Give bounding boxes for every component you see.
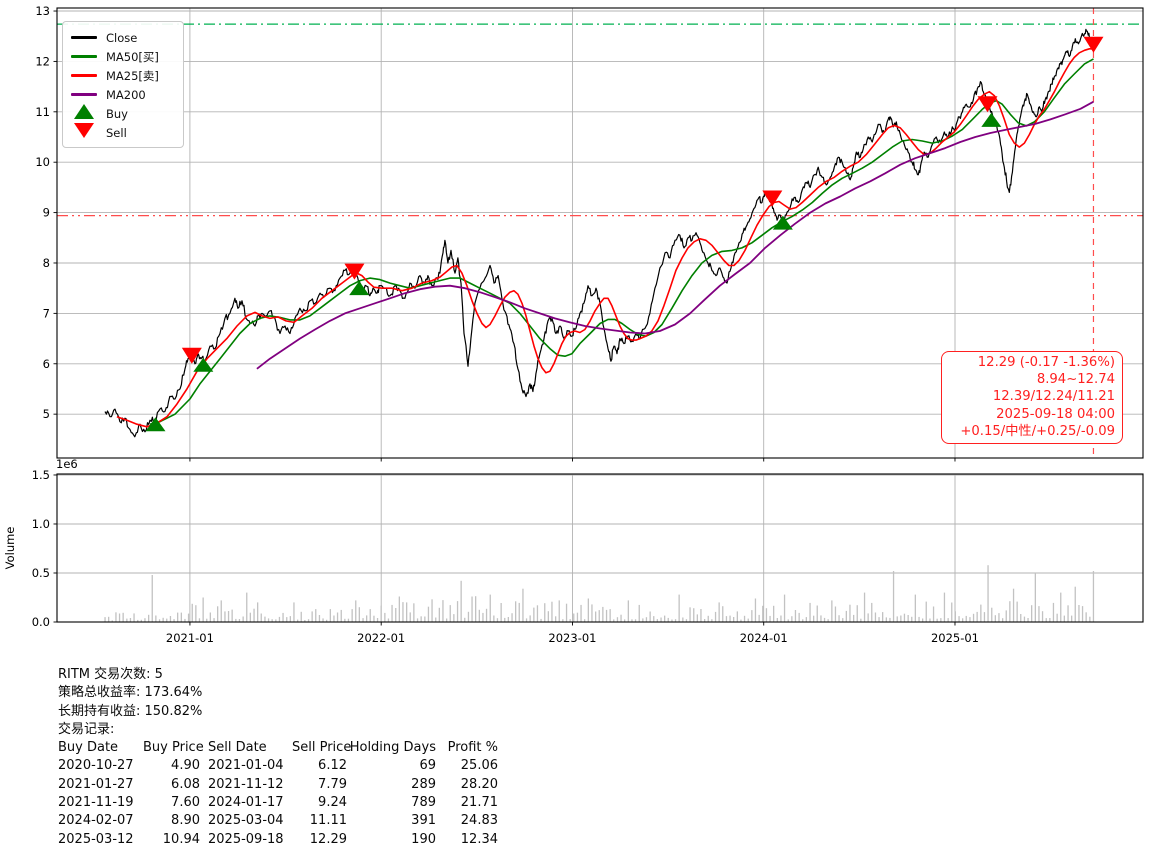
price-annotation: 12.29 (-0.17 -1.36%) 8.94~12.74 12.39/12… — [941, 351, 1123, 445]
buy-markers — [145, 112, 1002, 432]
buy-marker — [145, 417, 166, 432]
annotation-signal: +0.15/中性/+0.25/-0.09 — [960, 423, 1115, 439]
table-row: 2025-03-12 10.94 2025-09-18 12.29 190 12.34 — [58, 831, 498, 847]
legend-item-close: Close — [71, 28, 175, 47]
price-ytick-label: 6 — [43, 357, 50, 371]
sell-triangle-icon — [74, 123, 94, 138]
annotation-range: 8.94~12.74 — [1036, 372, 1115, 388]
legend-label: MA50[买] — [106, 49, 159, 64]
col-profit: Profit % — [447, 740, 498, 756]
trade-table-header: Buy Date Buy Price Sell Date Sell Price … — [57, 739, 498, 757]
price-ytick-label: 11 — [35, 105, 50, 119]
ma25-line — [116, 47, 1094, 428]
tick-labels: 5 6 7 8 9 10 11 12 13 0.0 0.5 1.0 1.5 2021-01 2022-01 2… — [3, 4, 979, 645]
ma200-line — [256, 100, 1094, 370]
volume-ytick-label: 0.5 — [32, 566, 50, 580]
col-sell-price: Sell Price — [292, 740, 352, 756]
ma25-line-swatch — [71, 74, 97, 77]
buy-triangle-icon — [74, 104, 94, 119]
annotation-ohl: 12.39/12.24/11.21 — [992, 389, 1115, 405]
legend-item-sell: Sell — [71, 123, 175, 142]
sell-marker — [762, 190, 783, 207]
legend-item-ma50: MA50[买] — [71, 47, 175, 66]
close-line-swatch — [71, 36, 97, 39]
buy-marker — [772, 215, 793, 230]
volume-ytick-label: 1.5 — [32, 468, 50, 482]
buy-marker — [193, 357, 214, 372]
price-plot-border — [56, 7, 1144, 459]
price-ytick-label: 7 — [43, 306, 50, 320]
trade-table: 2020-10-27 4.90 2021-01-04 6.12 69 25.06 2021-… — [57, 757, 498, 848]
gridlines — [57, 8, 1143, 622]
price-ytick-label: 10 — [35, 155, 50, 169]
table-row: 2021-11-19 7.60 2024-01-17 9.24 789 21.71 — [58, 795, 498, 811]
legend-item-ma200: MA200 — [71, 85, 175, 104]
buy-hold-return: 长期持有收益: 150.82% — [58, 703, 203, 719]
annotation-datetime: 2025-09-18 04:00 — [996, 406, 1115, 422]
price-ytick-label: 13 — [35, 4, 50, 18]
date-xtick-label: 2021-01 — [166, 631, 214, 645]
col-holding-days: Holding Days — [349, 740, 436, 756]
date-xtick-label: 2024-01 — [740, 631, 788, 645]
tick-marks — [53, 10, 956, 626]
table-row: 2024-02-07 8.90 2025-03-04 11.11 391 24.83 — [58, 813, 498, 829]
annotation-price-change: 12.29 (-0.17 -1.36%) — [977, 355, 1115, 370]
legend-label: Close — [106, 30, 138, 45]
date-xtick-label: 2023-01 — [548, 631, 596, 645]
price-ytick-label: 9 — [43, 206, 50, 220]
ma200-line-swatch — [71, 93, 97, 96]
sell-marker — [181, 347, 202, 364]
buy-marker — [349, 281, 370, 296]
legend-label: Sell — [106, 125, 127, 140]
trade-log-title: 交易记录: — [58, 721, 115, 737]
price-ytick-label: 8 — [43, 256, 50, 270]
table-row: 2020-10-27 4.90 2021-01-04 6.12 69 25.06 — [58, 758, 498, 774]
trade-count: RITM 交易次数: 5 — [58, 667, 163, 682]
col-buy-date: Buy Date — [58, 740, 119, 756]
legend-item-ma25: MA25[卖] — [71, 66, 175, 85]
volume-plot-border — [56, 473, 1144, 623]
sell-marker — [1083, 36, 1104, 53]
price-ytick-label: 5 — [43, 407, 50, 421]
buy-marker — [981, 112, 1002, 127]
legend-item-buy: Buy — [71, 104, 175, 123]
volume-offset-label: 1e6 — [56, 457, 78, 471]
legend-label: MA25[卖] — [106, 68, 159, 83]
strategy-return: 策略总收益率: 173.64% — [58, 685, 203, 701]
col-sell-date: Sell Date — [208, 740, 267, 756]
legend: Close MA50[买] MA25[卖] MA200 Buy Sell — [62, 21, 184, 148]
volume-axis-label: Volume — [3, 527, 17, 570]
volume-ytick-label: 0.0 — [32, 615, 50, 629]
sell-markers — [181, 36, 1104, 364]
date-xtick-label: 2022-01 — [357, 631, 405, 645]
volume-bars — [104, 565, 1095, 622]
legend-label: Buy — [106, 106, 128, 121]
price-volume-chart: 5 6 7 8 9 10 11 12 13 0.0 0.5 1.0 1.5 2021-01 2022-01 2… — [3, 4, 1144, 645]
ma50-line-swatch — [71, 55, 97, 58]
strategy-summary: RITM 交易次数: 5 策略总收益率: 173.64% 长期持有收益: 150… — [57, 666, 498, 849]
sell-marker — [344, 263, 365, 280]
date-xtick-label: 2025-01 — [931, 631, 979, 645]
volume-ytick-label: 1.0 — [32, 517, 50, 531]
table-row: 2021-01-27 6.08 2021-11-12 7.79 289 28.20 — [58, 776, 498, 792]
price-ytick-label: 12 — [35, 54, 50, 68]
ma50-line — [149, 58, 1094, 425]
legend-label: MA200 — [106, 87, 146, 102]
sell-marker — [977, 96, 998, 113]
col-buy-price: Buy Price — [143, 740, 204, 756]
